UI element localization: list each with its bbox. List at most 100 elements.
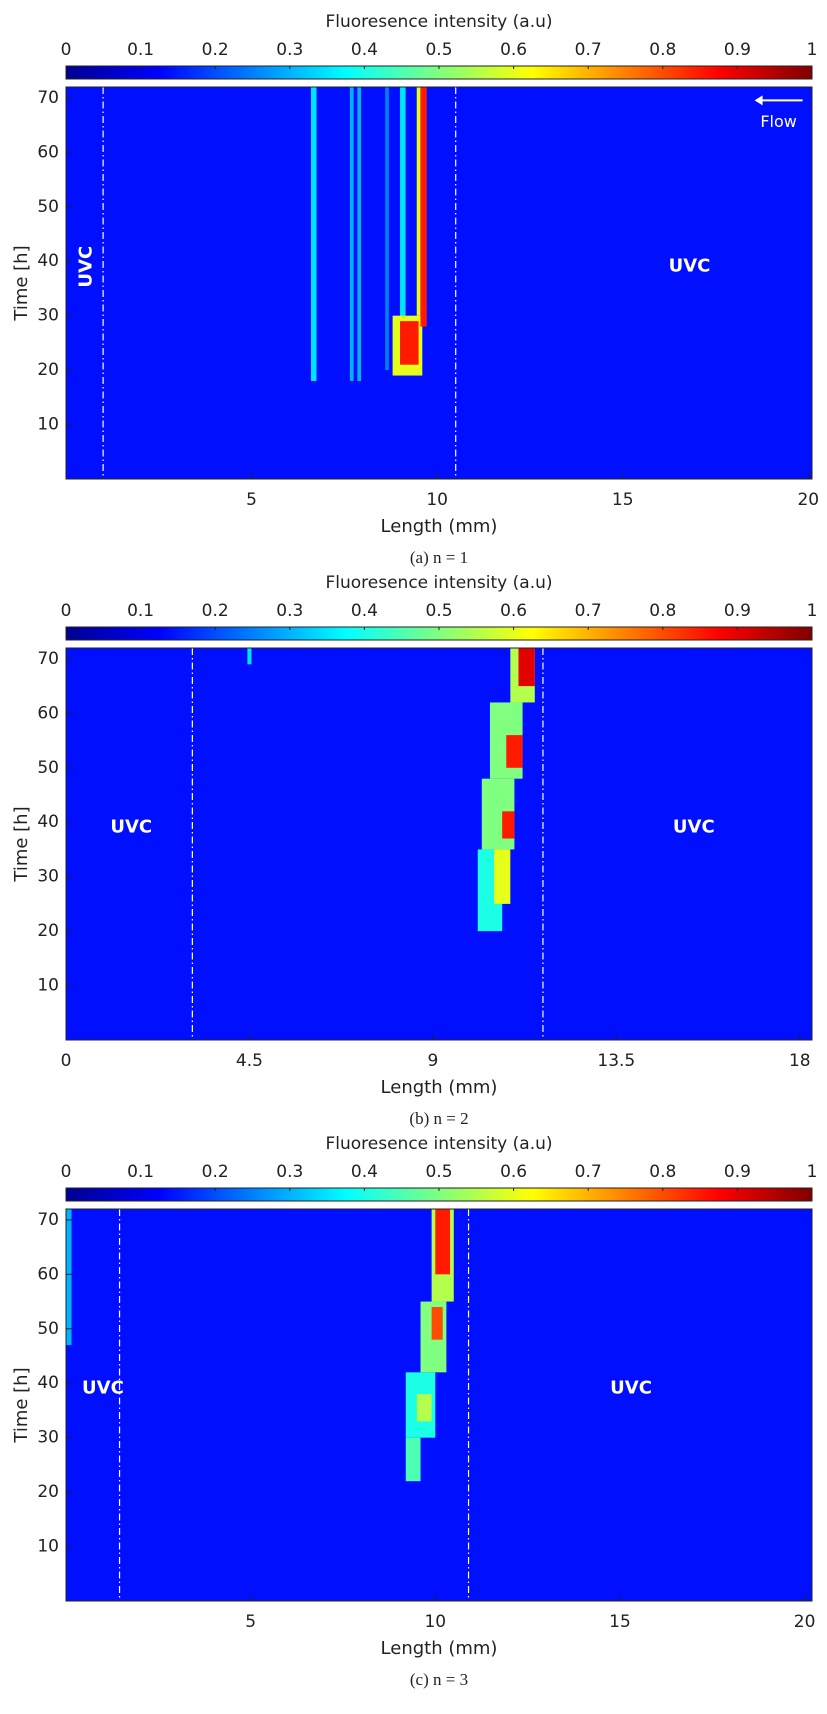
colorbar-tick-label: 0.4 bbox=[351, 601, 378, 621]
colorbar-tick-label: 0.7 bbox=[575, 1162, 602, 1182]
colorbar-tick-label: 0.4 bbox=[351, 1162, 378, 1182]
colorbar-tick-label: 0.2 bbox=[202, 601, 229, 621]
colorbar-tick-label: 0.9 bbox=[724, 601, 751, 621]
heatmap-cell bbox=[416, 87, 421, 316]
colorbar-tick-label: 0.7 bbox=[575, 40, 602, 60]
caption: (c) n = 3 bbox=[410, 1670, 468, 1689]
y-tick-label: 50 bbox=[37, 758, 59, 778]
heatmap-cell bbox=[349, 87, 354, 381]
y-tick-label: 30 bbox=[37, 867, 59, 887]
y-tick-label: 20 bbox=[37, 1482, 59, 1502]
y-tick-label: 30 bbox=[37, 306, 59, 326]
heatmap-cell bbox=[506, 735, 523, 768]
x-tick-label: 15 bbox=[609, 1612, 631, 1632]
annotation: UVC bbox=[82, 1378, 124, 1399]
x-tick-label: 20 bbox=[794, 1612, 816, 1632]
caption: (a) n = 1 bbox=[410, 548, 468, 567]
y-tick-label: 60 bbox=[37, 1264, 59, 1284]
y-axis-label: Time [h] bbox=[11, 806, 32, 882]
y-tick-label: 40 bbox=[37, 251, 59, 271]
annotation: UVC bbox=[669, 256, 711, 277]
y-tick-label: 50 bbox=[37, 197, 59, 217]
x-axis-label: Length (mm) bbox=[381, 1638, 498, 1659]
y-axis-label: Time [h] bbox=[11, 1367, 32, 1443]
colorbar-tick-label: 0.1 bbox=[127, 40, 154, 60]
colorbar-tick-label: 1 bbox=[807, 601, 818, 621]
heatmap-cell bbox=[420, 87, 427, 327]
y-tick-label: 60 bbox=[37, 703, 59, 723]
colorbar-tick-label: 0.6 bbox=[500, 40, 527, 60]
colorbar-tick-label: 0.5 bbox=[425, 601, 452, 621]
y-tick-label: 10 bbox=[37, 415, 59, 435]
y-tick-label: 10 bbox=[37, 1537, 59, 1557]
heatmap-cell bbox=[385, 87, 389, 371]
colorbar-tick-label: 0.5 bbox=[425, 1162, 452, 1182]
colorbar-tick-label: 0.3 bbox=[276, 40, 303, 60]
colorbar-tick-label: 0.8 bbox=[649, 601, 676, 621]
x-tick-label: 18 bbox=[789, 1051, 811, 1071]
heatmap-cell bbox=[400, 87, 406, 371]
colorbar-tick-label: 0.1 bbox=[127, 601, 154, 621]
caption: (b) n = 2 bbox=[409, 1109, 468, 1128]
colorbar-label: Fluoresence intensity (a.u) bbox=[325, 573, 552, 593]
y-tick-label: 70 bbox=[37, 649, 59, 669]
heatmap bbox=[66, 1209, 812, 1601]
colorbar-tick-label: 0.9 bbox=[724, 1162, 751, 1182]
colorbar-tick-label: 0 bbox=[61, 40, 72, 60]
x-tick-label: 0 bbox=[61, 1051, 72, 1071]
x-tick-label: 5 bbox=[245, 1612, 256, 1632]
flow-arrowhead bbox=[754, 95, 763, 106]
heatmap bbox=[66, 87, 812, 479]
colorbar-tick-label: 0.6 bbox=[500, 1162, 527, 1182]
annotation: UVC bbox=[610, 1378, 652, 1399]
heatmap-cell bbox=[405, 1437, 421, 1482]
colorbar-tick-label: 0.6 bbox=[500, 601, 527, 621]
annotation: UVC bbox=[110, 817, 152, 838]
colorbar-tick-label: 0.5 bbox=[425, 40, 452, 60]
x-tick-label: 10 bbox=[424, 1612, 446, 1632]
y-tick-label: 30 bbox=[37, 1428, 59, 1448]
annotation: UVC bbox=[673, 817, 715, 838]
y-tick-label: 20 bbox=[37, 921, 59, 941]
axes-box bbox=[65, 1208, 813, 1602]
x-tick-label: 15 bbox=[612, 490, 634, 510]
x-tick-label: 13.5 bbox=[597, 1051, 635, 1071]
heatmap-cell bbox=[357, 87, 362, 381]
y-tick-label: 70 bbox=[37, 1210, 59, 1230]
heatmap-cell bbox=[400, 321, 419, 365]
y-tick-label: 40 bbox=[37, 812, 59, 832]
colorbar-tick-label: 0.2 bbox=[202, 40, 229, 60]
heatmap-cell bbox=[247, 648, 252, 665]
heatmap-cell bbox=[431, 1307, 443, 1340]
colorbar-tick-label: 1 bbox=[807, 40, 818, 60]
y-tick-label: 20 bbox=[37, 360, 59, 380]
y-tick-label: 70 bbox=[37, 88, 59, 108]
x-tick-label: 4.5 bbox=[236, 1051, 263, 1071]
heatmap-cell bbox=[416, 1394, 432, 1422]
y-tick-label: 40 bbox=[37, 1373, 59, 1393]
y-tick-label: 10 bbox=[37, 976, 59, 996]
x-tick-label: 20 bbox=[797, 490, 819, 510]
heatmap-background bbox=[66, 648, 812, 1040]
heatmap-cell bbox=[502, 811, 515, 839]
colorbar-label: Fluoresence intensity (a.u) bbox=[325, 12, 552, 32]
y-tick-label: 50 bbox=[37, 1319, 59, 1339]
colorbar-tick-label: 0.3 bbox=[276, 1162, 303, 1182]
colorbar-tick-label: 0.7 bbox=[575, 601, 602, 621]
heatmap-cell bbox=[435, 1209, 451, 1275]
annotation: UVC bbox=[75, 246, 96, 288]
heatmap-cell bbox=[494, 849, 511, 904]
colorbar-tick-label: 1 bbox=[807, 1162, 818, 1182]
colorbar-tick-label: 0.8 bbox=[649, 40, 676, 60]
colorbar-tick-label: 0.1 bbox=[127, 1162, 154, 1182]
colorbar-tick-label: 0.9 bbox=[724, 40, 751, 60]
heatmap-cell bbox=[66, 1209, 72, 1346]
colorbar-tick-label: 0.8 bbox=[649, 1162, 676, 1182]
colorbar-label: Fluoresence intensity (a.u) bbox=[325, 1134, 552, 1154]
x-tick-label: 10 bbox=[426, 490, 448, 510]
heatmap bbox=[66, 648, 812, 1040]
axes-box bbox=[65, 647, 813, 1041]
heatmap-cell bbox=[310, 87, 317, 381]
